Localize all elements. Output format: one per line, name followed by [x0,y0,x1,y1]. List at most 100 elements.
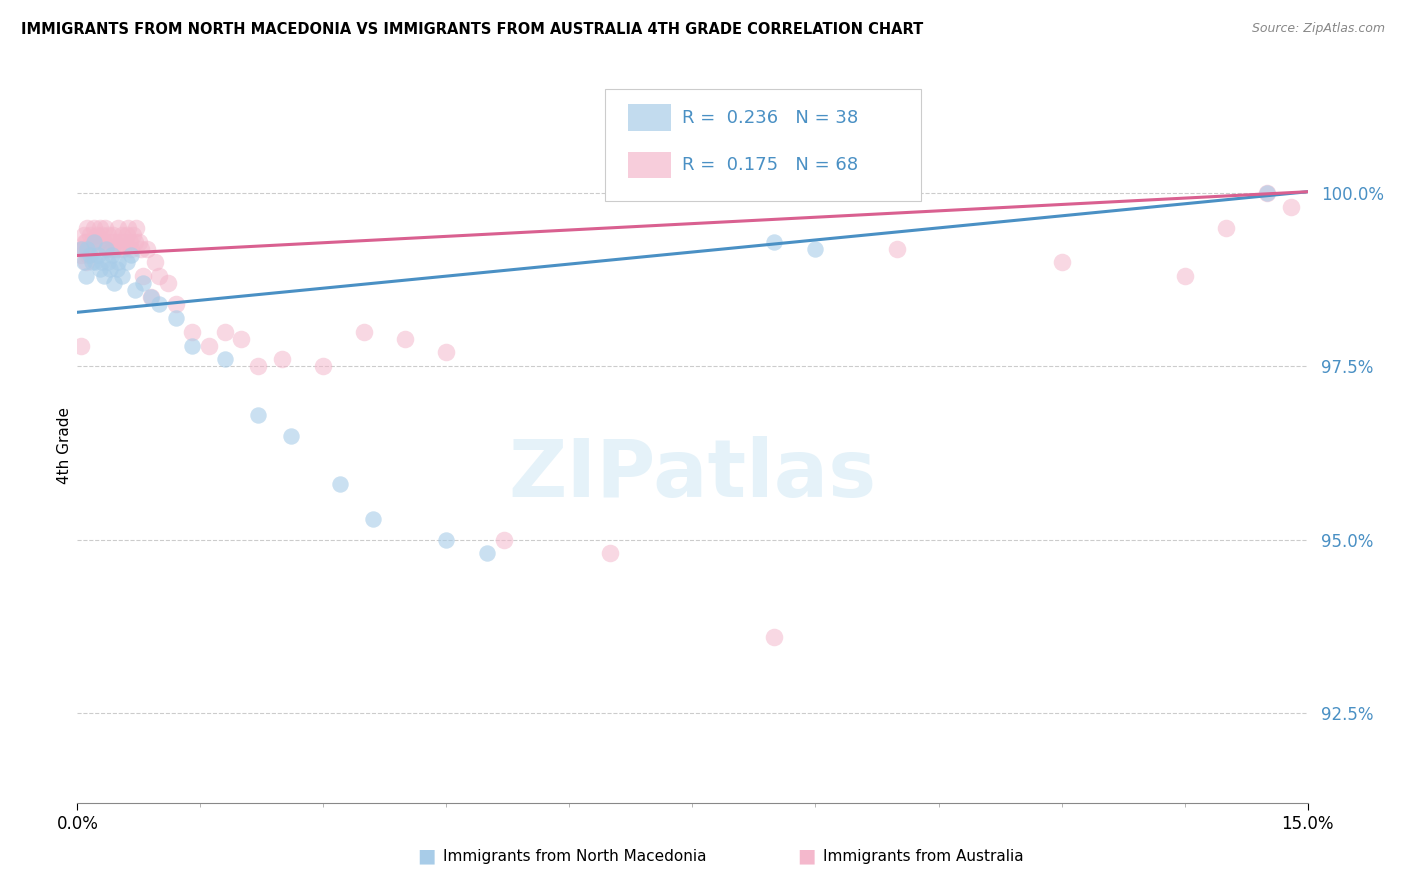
Point [101,242,124,256]
Point [90,255,114,269]
Point [115,255,138,269]
Point [90,227,114,242]
Point [148,297,170,311]
Point [70,242,93,256]
Point [115,227,138,242]
Point [77,248,100,262]
Point [75,255,97,269]
Point [97,255,120,269]
Point [73,255,96,269]
Point [93,235,115,249]
Point [120,248,142,262]
Point [128,235,150,249]
Text: Immigrants from Australia: Immigrants from Australia [823,849,1024,863]
Point [69,338,91,352]
Point [141,290,163,304]
Point [436,345,458,359]
Point [132,276,155,290]
Point [312,359,335,374]
Point [124,235,146,249]
Point [246,359,269,374]
Point [108,235,131,249]
Point [101,248,124,262]
Point [98,235,121,249]
Point [83,220,105,235]
Point [89,262,111,277]
Point [111,227,132,242]
Point [75,235,97,249]
Point [86,227,108,242]
Point [477,546,499,560]
Point [124,283,146,297]
Text: Source: ZipAtlas.com: Source: ZipAtlas.com [1251,22,1385,36]
Point [84,242,107,256]
Point [75,269,97,284]
Point [73,227,96,242]
Point [76,242,98,256]
Point [136,242,159,256]
Point [111,269,134,284]
Point [107,220,129,235]
Point [77,242,100,256]
Text: R =  0.236   N = 38: R = 0.236 N = 38 [682,109,858,127]
Text: IMMIGRANTS FROM NORTH MACEDONIA VS IMMIGRANTS FROM AUSTRALIA 4TH GRADE CORRELATI: IMMIGRANTS FROM NORTH MACEDONIA VS IMMIG… [21,22,924,37]
Point [107,255,129,269]
Point [87,248,110,262]
Point [436,533,458,547]
Point [394,332,416,346]
Point [181,338,204,352]
Point [79,227,101,242]
Point [114,235,136,249]
Point [141,290,163,304]
Point [79,248,101,262]
Point [132,269,155,284]
Point [97,227,120,242]
Point [492,533,515,547]
Point [117,220,139,235]
Point [125,220,148,235]
Point [70,248,93,262]
Point [122,227,145,242]
Point [121,242,143,256]
Point [156,276,179,290]
Point [599,546,621,560]
Point [72,242,94,256]
Point [197,338,219,352]
Text: ■: ■ [418,847,436,866]
Point [83,235,105,249]
Text: R =  0.175   N = 68: R = 0.175 N = 68 [682,156,858,174]
Point [112,242,135,256]
Point [271,352,294,367]
Point [1050,255,1073,269]
Point [280,428,302,442]
Point [103,227,125,242]
Point [1174,269,1197,284]
Point [105,262,128,277]
Point [214,325,236,339]
Point [763,235,786,249]
Point [84,255,107,269]
Point [96,242,118,256]
Point [165,297,187,311]
Point [1256,186,1278,201]
Point [87,235,110,249]
Y-axis label: 4th Grade: 4th Grade [56,408,72,484]
Point [98,262,121,277]
Point [104,235,127,249]
Point [804,242,827,256]
Text: ZIPatlas: ZIPatlas [509,435,876,514]
Point [143,255,166,269]
Point [165,310,187,325]
Point [94,220,117,235]
Point [93,269,115,284]
Text: Immigrants from North Macedonia: Immigrants from North Macedonia [443,849,706,863]
Point [118,235,141,249]
Text: ■: ■ [797,847,815,866]
Point [105,242,128,256]
Point [231,332,253,346]
Point [361,512,384,526]
Point [82,255,104,269]
Point [1215,220,1237,235]
Point [329,477,352,491]
Point [129,242,153,256]
